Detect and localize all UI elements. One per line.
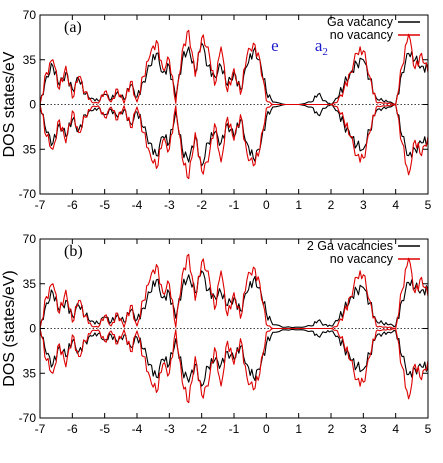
x-tick-label: 3 (360, 198, 367, 212)
y-tick-label: 35 (23, 142, 37, 156)
x-tick-label: -3 (164, 198, 175, 212)
x-tick-label: 0 (263, 422, 270, 436)
x-tick-label: 2 (328, 198, 335, 212)
series-no-vacancy-down (39, 103, 429, 180)
y-axis-label: DOS states/eV (1, 51, 18, 157)
series-ga-vacancy-down (39, 103, 429, 167)
x-tick-label: -4 (132, 198, 143, 212)
x-tick-label: 1 (295, 198, 302, 212)
x-tick-label: 4 (392, 422, 399, 436)
x-tick-label: 5 (425, 198, 432, 212)
x-tick-label: -7 (35, 422, 46, 436)
annotation-subscript: 2 (322, 46, 328, 58)
x-tick-label: 3 (360, 422, 367, 436)
x-tick-label: 1 (295, 422, 302, 436)
x-tick-label: -2 (196, 422, 207, 436)
x-tick-label: 0 (263, 198, 270, 212)
legend-label-ga-vacancy: Ga vacancy (327, 15, 394, 29)
series-ga-vacancy-up (39, 42, 429, 106)
x-tick-label: -7 (35, 198, 46, 212)
y-tick-label: -70 (19, 411, 37, 425)
panel-label: (a) (64, 19, 82, 36)
annotation-a2: a2 (315, 36, 328, 58)
x-tick-label: -1 (229, 422, 240, 436)
x-tick-label: -3 (164, 422, 175, 436)
panel-b: -7 -6 -5 -4 -3 -2 -1 0 1 2 3 4 5 70 35 0 35 -70 DOS (state… (1, 232, 432, 436)
series-no-vacancy-down (39, 327, 429, 404)
y-tick-label: 0 (29, 322, 36, 336)
x-tick-label: -6 (67, 422, 78, 436)
legend-label-2-ga-vacancies: 2 Ga vacancies (307, 239, 393, 253)
legend-label-no-vacancy: no vacancy (330, 28, 394, 42)
y-tick-label: 70 (23, 232, 37, 246)
x-tick-label: -2 (196, 198, 207, 212)
y-axis-label: DOS (states/eV) (1, 270, 18, 386)
panel-label: (b) (64, 243, 83, 260)
y-tick-label: 35 (23, 277, 37, 291)
series-no-vacancy-up (39, 29, 429, 106)
series-no-vacancy-up (39, 253, 429, 330)
y-tick-label: 70 (23, 8, 37, 22)
y-tick-label: 35 (23, 366, 37, 380)
x-tick-label: 2 (328, 422, 335, 436)
x-tick-label: -6 (67, 198, 78, 212)
legend-label-no-vacancy: no vacancy (330, 252, 394, 266)
x-tick-label: -5 (99, 198, 110, 212)
x-tick-label: 4 (392, 198, 399, 212)
y-tick-label: 35 (23, 53, 37, 67)
x-tick-label: -1 (229, 198, 240, 212)
x-tick-label: 5 (425, 422, 432, 436)
x-tick-label: -5 (99, 422, 110, 436)
x-tick-label: -4 (132, 422, 143, 436)
y-tick-label: 0 (29, 98, 36, 112)
panel-a: -7 -6 -5 -4 -3 -2 -1 0 1 2 3 4 5 70 35 0 35 -70 DOS states… (1, 8, 432, 212)
y-tick-label: -70 (19, 187, 37, 201)
annotation-e: e (271, 36, 279, 55)
